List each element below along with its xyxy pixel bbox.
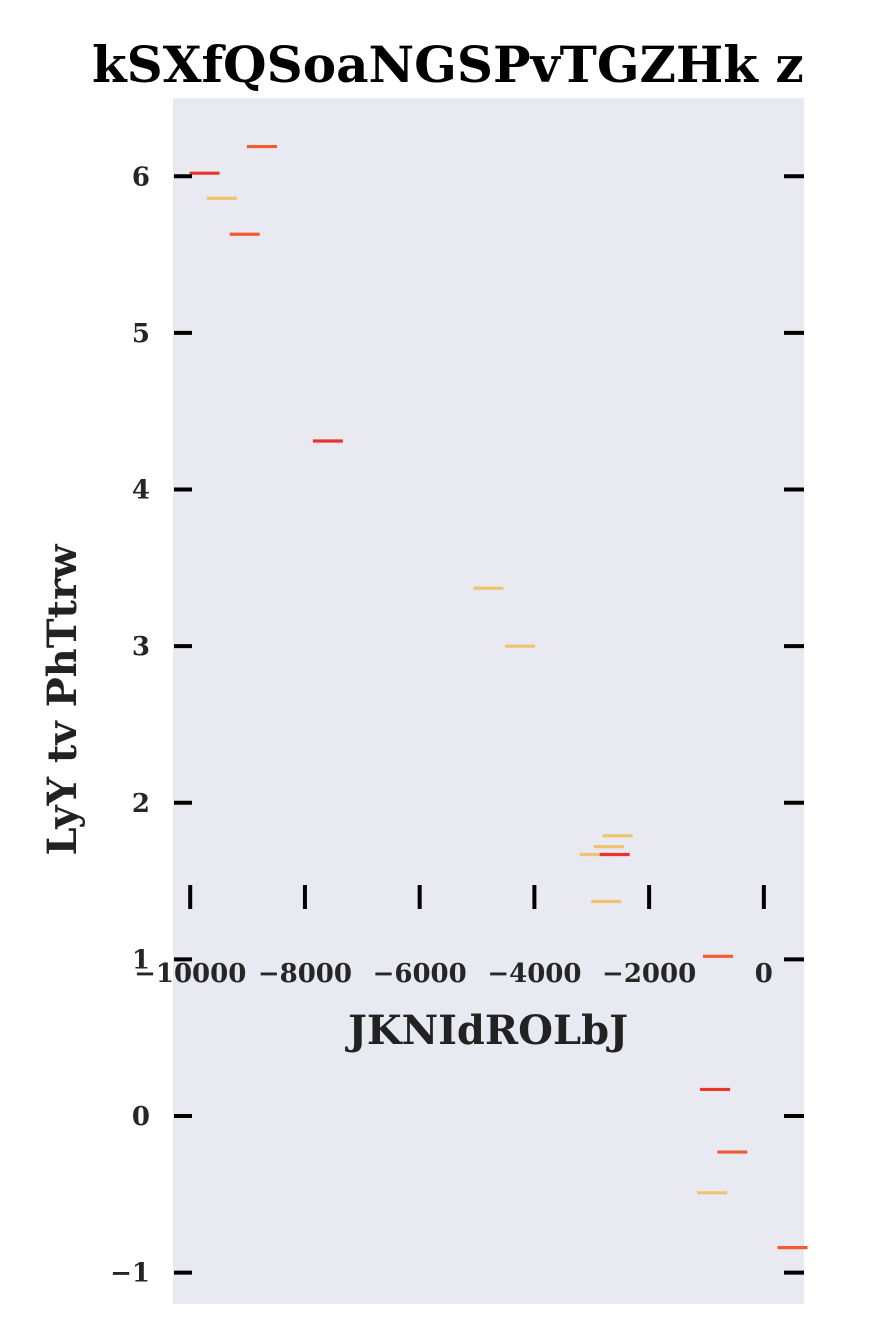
y-tick-label: 2 [132,789,150,819]
x-tick-label: 0 [755,959,773,989]
x-tick-label: −4000 [487,959,581,989]
y-tick-label: 0 [132,1102,150,1132]
x-tick-label: −10000 [134,959,246,989]
x-axis-label: JKNIdROLbJ [345,1007,628,1054]
x-axis-ticks: −10000 −8000 −6000 −4000 −2000 0 [134,885,773,989]
x-tick-label: −2000 [602,959,696,989]
x-tick-label: −6000 [373,959,467,989]
y-tick-label: 6 [132,162,150,192]
y-tick-label: 5 [132,319,150,349]
plot-area [173,98,804,1304]
y-tick-label: 3 [132,632,150,662]
y-axis-label: LyY tv PhTtrw [39,543,86,856]
data-marks [189,144,808,1250]
y-axis-ticks: −1 0 1 2 3 4 5 6 [110,162,804,1289]
y-tick-label: −1 [110,1259,150,1289]
chart-title: kSXfQSoaNGSPvTGZHk z [92,35,804,94]
y-tick-label: 1 [132,945,150,975]
x-tick-label: −8000 [258,959,352,989]
y-tick-label: 4 [132,476,150,506]
